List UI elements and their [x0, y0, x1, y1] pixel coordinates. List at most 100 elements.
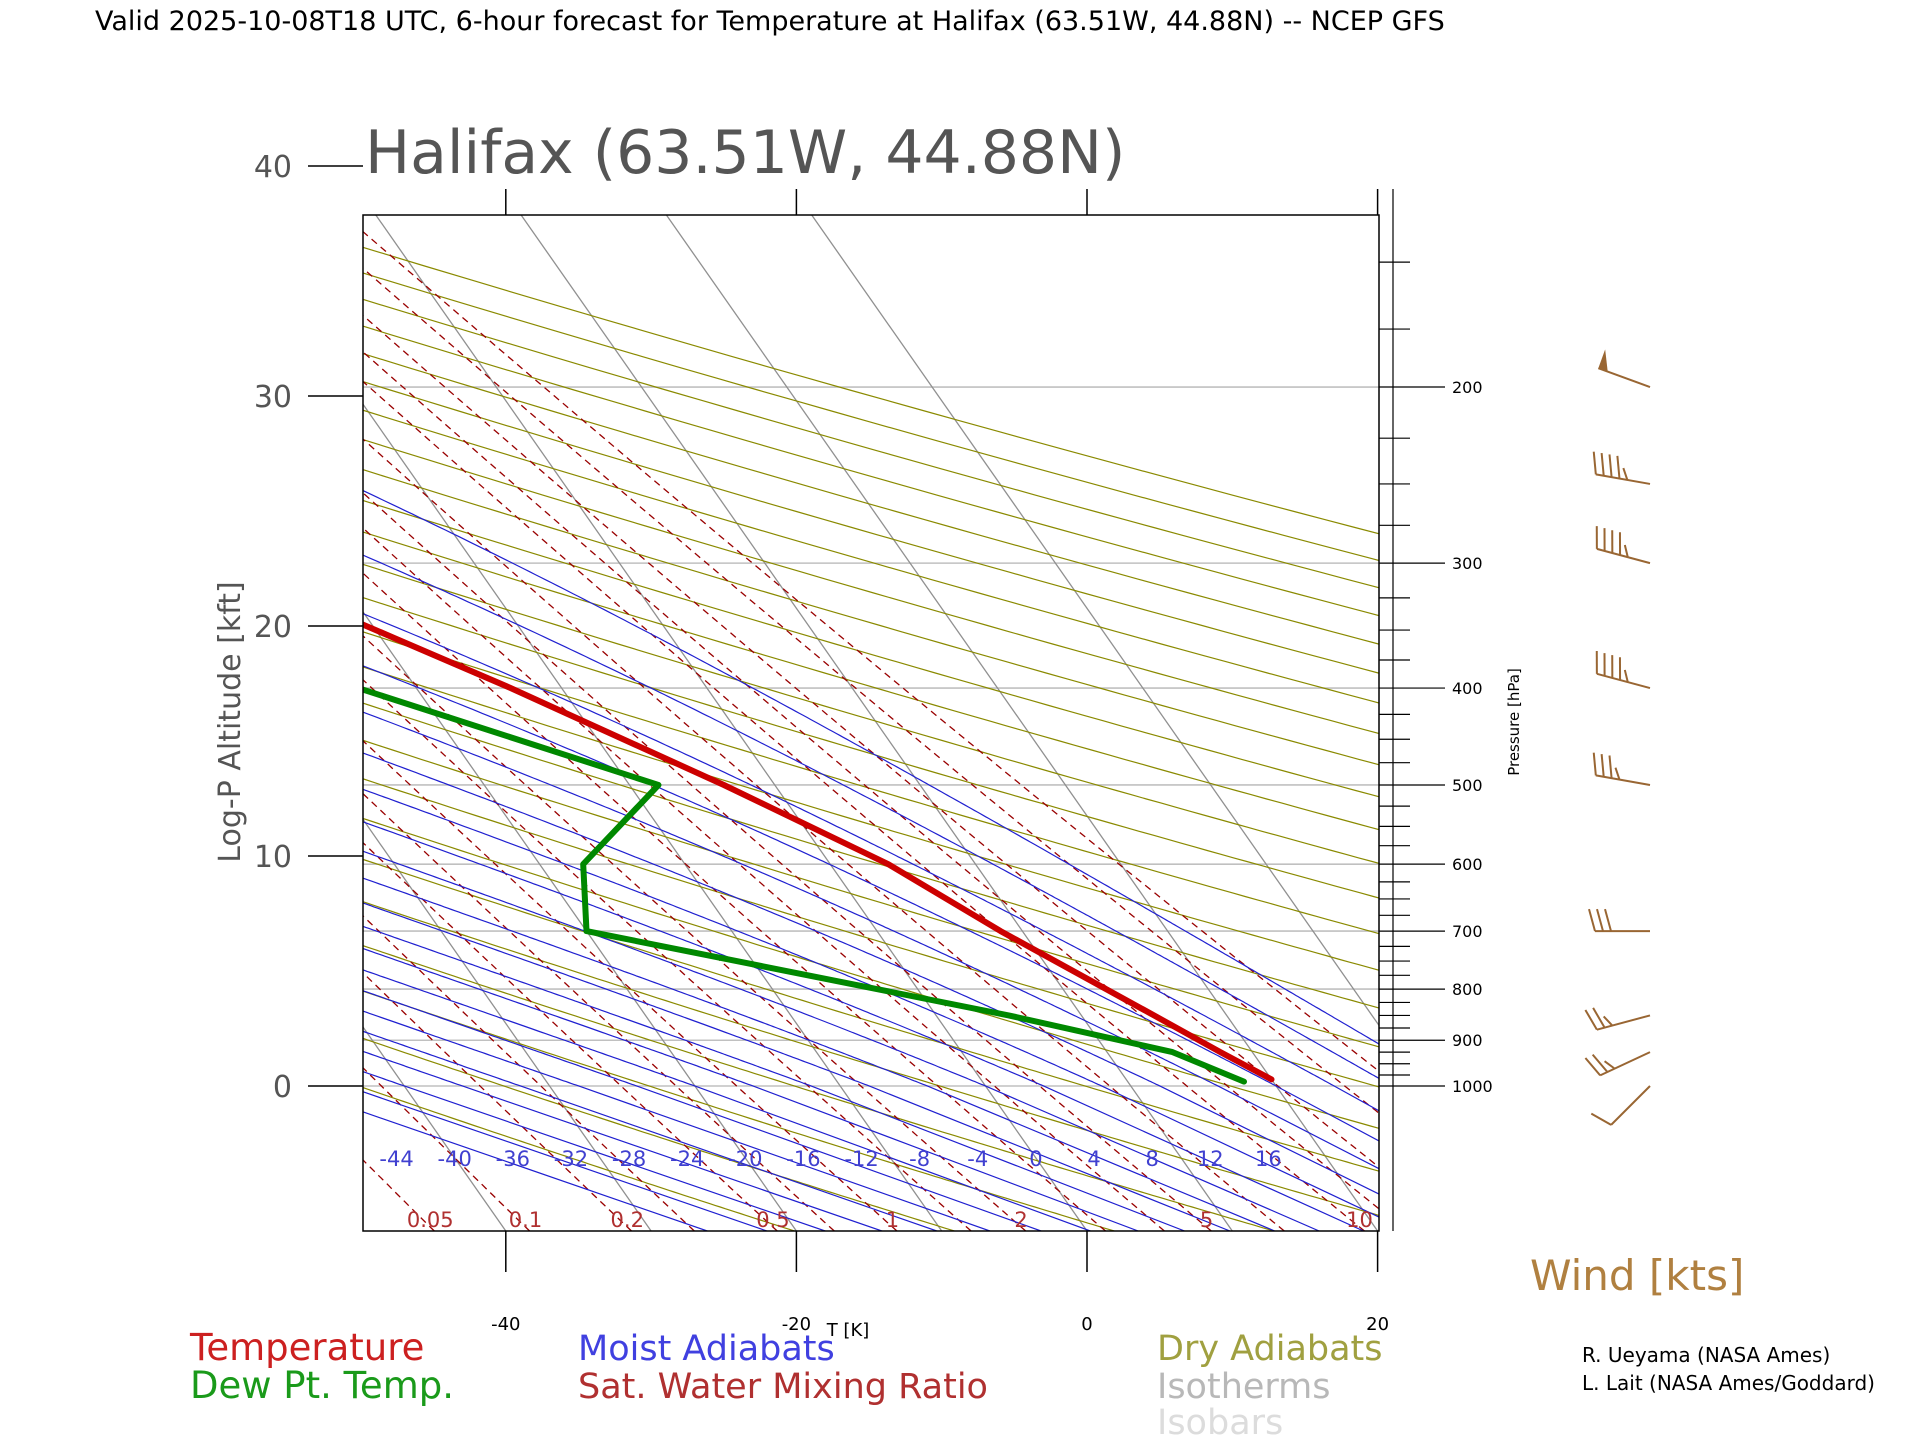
wind-barb: [1595, 651, 1651, 690]
wind-barb: [1584, 1051, 1651, 1077]
isotherm-line: [363, 818, 652, 1231]
altitude-axis: 0 10 20 30 40: [254, 150, 363, 1105]
wind-barb-feather: [1591, 1053, 1609, 1073]
mixing-ratio-tick-label: 0.1: [509, 1208, 542, 1232]
moist-adiabat-line: [363, 1010, 992, 1231]
dry-adiabat-line: [363, 901, 1379, 1217]
pressure-tick-label: 600: [1452, 855, 1483, 874]
wind-barb: [1597, 349, 1651, 388]
wind-barb-feather: [1603, 1060, 1616, 1070]
credit-line-2: L. Lait (NASA Ames/Goddard): [1582, 1371, 1875, 1395]
wind-label: Wind [kts]: [1530, 1251, 1744, 1300]
moist-adiabat-line: [363, 711, 1379, 1170]
altitude-tick-label: 40: [254, 150, 292, 185]
wind-barb: [1595, 526, 1651, 565]
wind-barb-staff: [1596, 1014, 1651, 1031]
wind-barb-feather: [1592, 752, 1597, 776]
moist-adiabat-line: [363, 969, 1092, 1231]
altitude-tick-label: 20: [254, 610, 292, 645]
mixing-ratio-line: [363, 438, 1285, 1231]
dry-adiabat-line: [363, 352, 1379, 645]
wind-barb-pennant: [1598, 349, 1608, 372]
pressure-tick-label: 900: [1452, 1031, 1483, 1050]
pressure-tick-label: 300: [1452, 554, 1483, 573]
wind-barb-feather: [1584, 1009, 1598, 1031]
dry-adiabat-line: [363, 817, 1379, 1129]
wind-barb-feather: [1590, 1112, 1612, 1126]
wind-barb-feather: [1622, 467, 1629, 481]
moist-adiabat-line: [363, 788, 1379, 1218]
isotherm-line: [363, 1025, 507, 1231]
diagram-background-lines: -48-44-40-36-32-28-24-20-16-12-8-4048121…: [363, 215, 1379, 1232]
mixing-ratio-line: [363, 492, 1212, 1231]
mixing-ratio-line: [363, 267, 1379, 1115]
dry-adiabat-line: [363, 438, 1379, 735]
legend-isobars: Isobars: [1157, 1403, 1283, 1440]
wind-barb: [1590, 1085, 1651, 1126]
wind-barb-feather: [1623, 669, 1629, 683]
mixing-ratio-line: [363, 527, 1165, 1231]
wind-barb-staff: [1595, 473, 1651, 485]
moist-adiabat-line: [363, 902, 1232, 1231]
moist-adiabat-line: [363, 925, 1187, 1231]
mixing-ratio-tick-label: 0.5: [756, 1208, 789, 1232]
mixing-ratio-tick-label: 10: [1346, 1208, 1373, 1232]
temperature-profile-line: [363, 621, 1275, 1083]
pressure-tick-label: 800: [1452, 980, 1483, 999]
mixing-ratio-line: [363, 635, 1027, 1231]
moist-adiabat-tick-label: -20: [728, 1147, 762, 1171]
moist-adiabat-tick-label: -4: [967, 1147, 988, 1171]
dry-adiabat-line: [363, 858, 1379, 1172]
mixing-ratio-tick-label: 0.05: [407, 1208, 454, 1232]
mixing-ratio-line: [363, 792, 835, 1231]
wind-barb-feather: [1592, 1007, 1606, 1029]
dry-adiabat-line: [363, 666, 1379, 971]
moist-adiabat-line: [363, 554, 1379, 1080]
moist-adiabat-tick-label: 12: [1197, 1147, 1224, 1171]
moist-adiabat-line: [363, 612, 1379, 1112]
mixing-ratio-tick-label: 2: [1014, 1208, 1027, 1232]
sounding-profiles: [363, 621, 1275, 1085]
moist-adiabat-tick-label: -32: [554, 1147, 588, 1171]
station-title: Halifax (63.51W, 44.88N): [365, 118, 1125, 188]
moist-adiabat-tick-label: -28: [612, 1147, 646, 1171]
dry-adiabat-line: [363, 469, 1379, 766]
dry-adiabat-line: [363, 739, 1379, 1048]
moist-adiabat-line: [363, 489, 1379, 1045]
moist-adiabat-tick-label: -8: [909, 1147, 930, 1171]
wind-barb: [1584, 1007, 1651, 1031]
mixing-ratio-tick-label: 1: [886, 1208, 899, 1232]
wind-barb: [1592, 752, 1651, 786]
credit-line-1: R. Ueyama (NASA Ames): [1582, 1343, 1830, 1367]
mixing-ratio-line: [363, 314, 1379, 1168]
isotherm-line: [363, 610, 797, 1231]
moist-adiabat-tick-label: -12: [844, 1147, 878, 1171]
moist-adiabat-line: [363, 947, 1140, 1231]
moist-adiabat-tick-label: 16: [1255, 1147, 1282, 1171]
moist-adiabat-tick-label: 0: [1029, 1147, 1042, 1171]
mixing-ratio-line: [363, 1066, 531, 1231]
legend-mixing-ratio: Sat. Water Mixing Ratio: [578, 1367, 988, 1407]
dry-adiabat-line: [363, 1037, 955, 1231]
isotherm-line: [811, 215, 1379, 1027]
legend-temperature: Temperature: [189, 1326, 424, 1369]
wind-barb-staff: [1610, 1085, 1651, 1126]
legend: Temperature Dew Pt. Temp. Moist Adiabats…: [189, 1326, 1383, 1440]
temperature-tick-label: -20: [782, 1314, 811, 1335]
wind-barb-feather: [1592, 451, 1597, 475]
moist-adiabat-tick-label: -40: [438, 1147, 472, 1171]
moist-adiabat-line: [363, 821, 1365, 1231]
plot-frame: [362, 214, 1380, 1232]
altitude-tick-label: 10: [254, 840, 292, 875]
figure-title: Valid 2025-10-08T18 UTC, 6-hour forecast…: [95, 6, 1445, 37]
legend-moist-adiabats: Moist Adiabats: [578, 1329, 835, 1369]
moist-adiabat-tick-label: -16: [786, 1147, 820, 1171]
wind-barb-staff: [1596, 672, 1651, 690]
temperature-axis-label: T [K]: [826, 1320, 870, 1341]
wind-barbs: [1584, 349, 1651, 1126]
dry-adiabat-line: [363, 563, 1379, 864]
altitude-tick-label: 30: [254, 380, 292, 415]
wind-barb-feather: [1608, 755, 1613, 779]
